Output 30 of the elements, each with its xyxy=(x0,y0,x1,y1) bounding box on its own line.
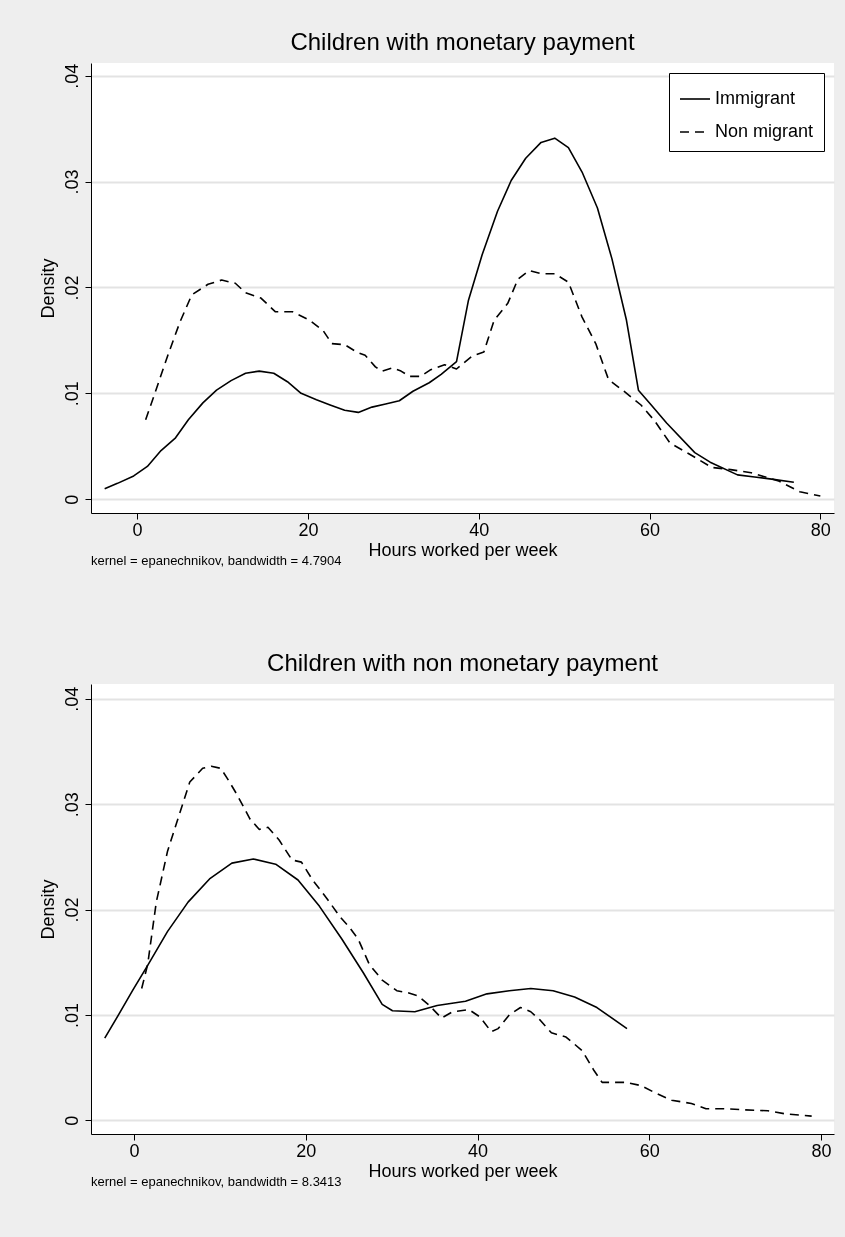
x-tick-label: 40 xyxy=(468,1140,489,1161)
y-tick-label: .04 xyxy=(61,686,82,712)
y-tick-label: .03 xyxy=(61,169,82,195)
x-tick-label: 80 xyxy=(811,1140,832,1161)
y-tick-label: .01 xyxy=(61,381,82,407)
y-tick-label: .03 xyxy=(61,792,82,818)
x-tick-label: 80 xyxy=(810,519,831,540)
legend-label: Non migrant xyxy=(715,121,814,141)
x-tick-label: 40 xyxy=(469,519,490,540)
x-tick-label: 0 xyxy=(132,519,143,540)
chart-title: Children with non monetary payment xyxy=(267,649,659,676)
y-axis-title: Density xyxy=(37,258,58,319)
y-tick-label: 0 xyxy=(61,494,82,505)
x-tick-label: 20 xyxy=(298,519,319,540)
x-axis-title: Hours worked per week xyxy=(368,539,559,560)
text: kernel = epanechnikov, bandwidth = 4.7904 xyxy=(91,553,342,568)
y-axis-title: Density xyxy=(37,879,58,940)
y-tick-label: .02 xyxy=(61,897,82,923)
x-tick-label: 0 xyxy=(129,1140,140,1161)
legend-label: Immigrant xyxy=(715,88,796,108)
x-tick-label: 60 xyxy=(639,1140,660,1161)
x-tick-label: 20 xyxy=(296,1140,317,1161)
y-tick-label: 0 xyxy=(61,1115,82,1126)
y-tick-label: .04 xyxy=(61,63,82,89)
x-tick-label: 60 xyxy=(640,519,661,540)
chart-title: Children with monetary payment xyxy=(290,28,635,55)
y-tick-label: .02 xyxy=(61,275,82,301)
y-tick-label: .01 xyxy=(61,1002,82,1028)
text: kernel = epanechnikov, bandwidth = 8.3413 xyxy=(91,1174,342,1189)
x-axis-title: Hours worked per week xyxy=(368,1160,559,1181)
